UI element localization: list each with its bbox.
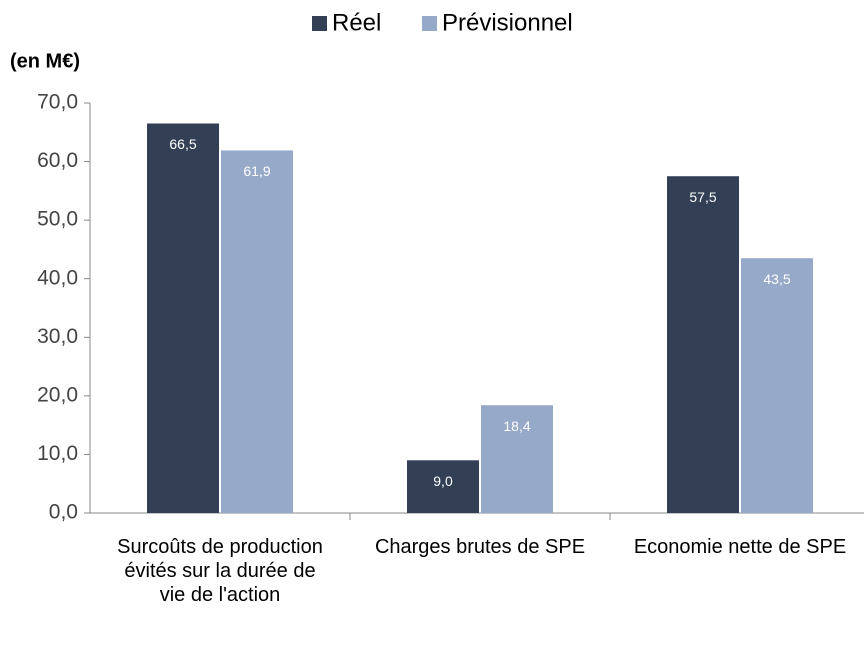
legend-label: Prévisionnel <box>442 9 573 36</box>
bar <box>667 176 739 513</box>
bar <box>481 405 553 513</box>
y-tick-label: 40,0 <box>37 266 78 289</box>
legend-label: Réel <box>332 9 381 36</box>
y-tick-label: 10,0 <box>37 442 78 465</box>
bar <box>147 123 219 513</box>
y-tick-label: 60,0 <box>37 149 78 172</box>
value-label: 66,5 <box>169 136 196 152</box>
y-tick-label: 0,0 <box>49 501 78 524</box>
x-tick-label: Economie nette de SPE <box>633 536 847 558</box>
legend-swatch <box>312 16 327 31</box>
y-tick-label: 50,0 <box>37 208 78 231</box>
bar <box>407 460 479 513</box>
x-tick-label: Surcoûts de production évités sur la dur… <box>117 536 323 606</box>
y-tick-label: 30,0 <box>37 325 78 348</box>
value-label: 57,5 <box>689 189 716 205</box>
x-tick-label: Charges brutes de SPE <box>374 536 586 558</box>
value-label: 61,9 <box>243 163 270 179</box>
y-tick-label: 20,0 <box>37 383 78 406</box>
value-label: 43,5 <box>763 271 790 287</box>
y-axis-label: (en M€) <box>10 50 80 72</box>
value-label: 18,4 <box>503 418 530 434</box>
value-label: 9,0 <box>433 473 453 489</box>
legend-swatch <box>422 16 437 31</box>
bar <box>221 150 293 513</box>
bar <box>741 258 813 513</box>
y-tick-label: 70,0 <box>37 91 78 114</box>
